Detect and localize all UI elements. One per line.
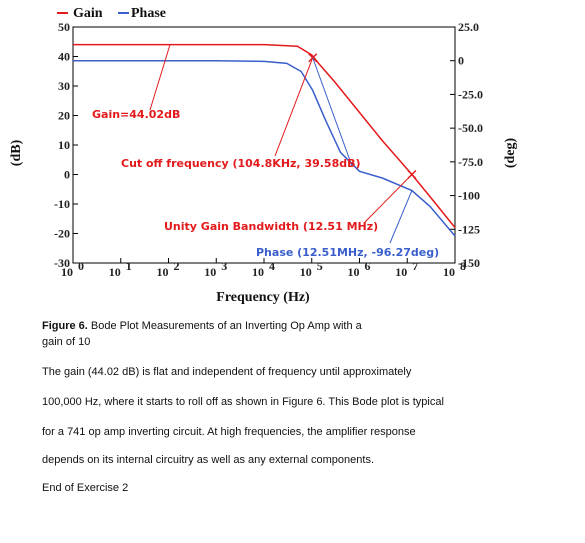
x-tick-label: 10 [61,265,73,279]
x-tick-label: 10 [300,265,312,279]
y-left-tick-label: -10 [54,197,70,211]
y-right-tick-label: -25.0 [458,87,483,101]
axis-ticks: 50403020100-10-20-3025.00-25.0-50.0-75.0… [54,20,483,279]
x-tick-exponent: 5 [317,259,323,273]
figure-caption-text: Bode Plot Measurements of an Inverting O… [42,320,362,348]
figure-caption-label: Figure 6. [42,320,88,332]
y-left-tick-label: 40 [58,50,70,64]
x-tick-label: 10 [395,265,407,279]
phase-pointer-line [389,190,413,244]
y-axis-left-title: (dB) [9,139,24,166]
annotation-markers [149,44,417,244]
y-axis-right-title: (deg) [503,138,518,169]
x-tick-exponent: 0 [78,259,84,273]
legend-gain-label: Gain [73,6,103,21]
body-line-1: The gain (44.02 dB) is flat and independ… [42,366,412,378]
unity-pointer-line [364,174,413,223]
x-tick-exponent: 7 [412,259,418,273]
x-tick-label: 10 [157,265,169,279]
y-right-tick-label: -100 [458,189,480,203]
y-left-tick-label: 20 [58,109,70,123]
x-tick-label: 10 [252,265,264,279]
y-right-tick-label: -75.0 [458,155,483,169]
body-line-4: depends on its internal circuitry as wel… [42,454,375,466]
x-tick-exponent: 8 [460,259,466,273]
figure-caption: Figure 6. Bode Plot Measurements of an I… [42,318,382,350]
x-tick-exponent: 1 [126,259,132,273]
bode-plot-chart: Gain Phase 50403020100-10-20-3025.00-25.… [9,6,518,305]
y-right-tick-label: -50.0 [458,121,483,135]
y-left-tick-label: 50 [58,20,70,34]
body-line-5: End of Exercise 2 [42,482,129,494]
legend-phase-label: Phase [131,6,166,21]
gain-annotation: Gain=44.02dB [92,108,180,121]
y-left-tick-label: 30 [58,79,70,93]
body-line-3: for a 741 op amp inverting circuit. At h… [42,426,416,438]
x-tick-label: 10 [204,265,216,279]
x-tick-exponent: 4 [269,259,275,273]
x-tick-label: 10 [348,265,360,279]
y-left-tick-label: -30 [54,256,70,270]
chart-legend: Gain Phase [57,6,166,21]
y-left-tick-label: -20 [54,227,70,241]
cutoff-phase-pointer-line [312,57,353,167]
x-tick-label: 10 [443,265,455,279]
x-tick-exponent: 2 [174,259,180,273]
cutoff-annotation: Cut off frequency (104.8KHz, 39.58dB) [121,157,361,170]
y-right-tick-label: 0 [458,54,464,68]
x-tick-exponent: 6 [365,259,371,273]
y-right-tick-label: -125 [458,222,480,236]
y-left-tick-label: 0 [64,168,70,182]
cutoff-pointer-line [274,57,314,157]
x-tick-exponent: 3 [221,259,227,273]
phase-annotation: Phase (12.51MHz, -96.27deg) [256,246,439,259]
x-tick-label: 10 [109,265,121,279]
y-left-tick-label: 10 [58,138,70,152]
gain-pointer-line [149,44,171,111]
y-right-tick-label: 25.0 [458,20,479,34]
x-axis-title: Frequency (Hz) [216,290,310,305]
body-line-2: 100,000 Hz, where it starts to roll off … [42,396,444,408]
series-phase-line [73,59,456,237]
unity-gain-annotation: Unity Gain Bandwidth (12.51 MHz) [164,220,378,233]
y-right-tick-label: -150 [458,256,480,270]
